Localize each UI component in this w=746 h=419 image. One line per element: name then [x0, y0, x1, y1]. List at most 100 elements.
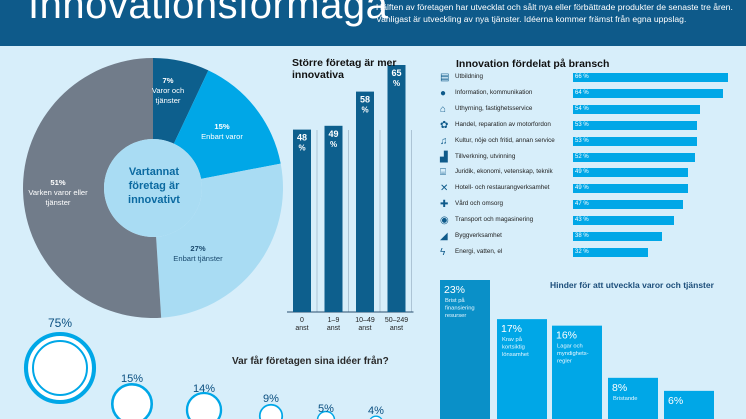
donut-slice-value: 7%: [162, 76, 174, 85]
industry-bar-value: 32 %: [575, 248, 589, 255]
size-bar-category: 50–249: [385, 317, 408, 324]
donut-slice-category: Enbart varor: [201, 132, 243, 141]
size-chart-title: Större företag är mer innovativa: [292, 57, 397, 81]
donut-slice-value: 27%: [190, 244, 206, 253]
obstacle-bar: [608, 377, 658, 419]
size-bar-value: 58: [360, 95, 370, 105]
industry-row: ϟ Energi, vatten, el 32 %: [440, 247, 740, 259]
lightning-icon: ϟ: [440, 246, 446, 258]
industry-row: ✚ Vård och omsorg 47 %: [440, 199, 740, 211]
obstacle-bar-label: Brist på: [445, 297, 465, 304]
donut-slice-category: Varken varor eller tjänster: [28, 188, 88, 207]
lightbulb-filament-icon: [32, 340, 88, 396]
industry-row: ✿ Handel, reparation av motorfordon 53 %: [440, 120, 740, 132]
industry-row: ⌸ Juridik, ekonomi, vetenskap, teknik 49 %: [440, 167, 740, 179]
industry-bar: 49 %: [573, 168, 689, 178]
globe-icon: ◉: [440, 215, 449, 227]
industry-label: Energi, vatten, el: [455, 247, 503, 255]
idea-source-value: 15%: [121, 373, 143, 385]
industry-row: ✕ Hotell- och restaurangverksamhet 49 %: [440, 183, 740, 195]
music-note-icon: ♫: [440, 135, 448, 147]
industry-bar-value: 47 %: [575, 201, 589, 208]
industry-bar: 52 %: [573, 152, 696, 162]
lightbulb-icon: [316, 410, 336, 419]
obstacles-chart-title: Hinder för att utveckla varor och tjänst…: [550, 280, 714, 290]
page-title: Innovationsförmåga: [28, 0, 389, 27]
industry-label: Byggverksamhet: [455, 232, 502, 239]
size-bar-category: 1–9: [328, 317, 340, 324]
industry-bar-value: 38 %: [575, 233, 589, 239]
donut-slice-category: Varor och tjänster: [151, 86, 185, 105]
obstacle-bar-value: 6%: [668, 395, 683, 407]
size-bar-unit: %: [361, 106, 368, 115]
industry-bar-value: 52 %: [575, 153, 589, 160]
idea-source-value: 9%: [263, 393, 279, 405]
industry-bar-value: 49 %: [575, 169, 589, 176]
header-banner: Innovationsförmåga Hälften av företagen …: [0, 0, 746, 46]
industry-label: Transport och magasinering: [455, 216, 534, 224]
size-bar-unit: %: [330, 140, 337, 149]
size-bar-category-unit: anst: [390, 325, 403, 332]
lightbulb-icon: [23, 331, 97, 405]
industry-label: Utbildning: [455, 73, 484, 80]
obstacle-bar-label: finansiering: [445, 306, 475, 312]
house-icon: ⌂: [440, 103, 447, 115]
donut-slice-label: 15% Enbart varor: [197, 122, 247, 142]
industry-row: ▤ Utbildning 66 %: [440, 72, 740, 84]
size-bar-category-unit: anst: [295, 325, 308, 332]
industry-label: Juridik, ekonomi, vetenskap, teknik: [455, 168, 553, 176]
gear-icon: ✿: [440, 119, 449, 131]
industry-bar-value: 53 %: [575, 121, 589, 128]
industry-bar: 53 %: [573, 136, 698, 146]
donut-slice-value: 15%: [214, 122, 230, 131]
industry-row: ▟ Tillverkning, utvinning 52 %: [440, 152, 740, 164]
donut-slice-value: 51%: [50, 178, 66, 187]
obstacle-bar-label: Lagar och: [557, 344, 583, 350]
trowel-icon: ◢: [440, 231, 448, 242]
industry-label: Information, kommunikation: [455, 88, 533, 96]
size-bar: [324, 125, 343, 312]
industry-row: ● Information, kommunikation 64 %: [440, 88, 740, 100]
lightbulb-icon: [185, 391, 223, 419]
industry-bar: 54 %: [573, 104, 700, 114]
obstacle-bar-label: regler: [557, 359, 572, 365]
industry-bar-value: 49 %: [575, 185, 589, 192]
cutlery-icon: ✕: [440, 183, 449, 195]
donut-center-title: Vartannat företag är innovativt: [128, 166, 180, 206]
industry-bar-value: 53 %: [575, 137, 589, 144]
obstacle-bar-label: resurser: [445, 313, 466, 319]
medical-cross-icon: ✚: [440, 199, 449, 211]
industry-bar: 66 %: [573, 73, 728, 82]
size-bar: [356, 91, 374, 312]
industry-bar-value: 64 %: [575, 89, 589, 96]
idea-source-value: 4%: [368, 405, 384, 417]
industry-bar: 43 %: [573, 216, 674, 226]
obstacle-bar-label: Krav på: [502, 336, 523, 343]
intro-text: Hälften av företagen har utvecklat och s…: [376, 2, 733, 24]
industry-bar: 32 %: [573, 247, 649, 257]
size-bar-value: 48: [297, 133, 307, 143]
speech-bubble-icon: ●: [440, 87, 447, 99]
columns-icon: ⌸: [440, 167, 446, 179]
industry-label: Uthyrning, fastighetsservice: [455, 104, 533, 112]
donut-slice-label: 27% Enbart tjänster: [168, 244, 228, 264]
ideas-chart-title: Var får företagen sina idéer från?: [232, 356, 389, 367]
industry-bar-value: 54 %: [575, 105, 589, 112]
size-bar: [387, 65, 406, 312]
industry-label: Tillverkning, utvinning: [455, 152, 516, 160]
size-bar-category: 0: [300, 317, 304, 324]
industry-chart-title: Innovation fördelat på bransch: [456, 58, 610, 70]
idea-source-value: 14%: [193, 383, 215, 395]
lightbulb-icon: [110, 382, 154, 419]
obstacle-bar-label: myndighets-: [557, 351, 589, 357]
industry-bar: 47 %: [573, 200, 684, 210]
industry-bar: 38 %: [573, 232, 663, 241]
size-bar: [293, 129, 311, 312]
size-bar-category: 10–49: [355, 317, 375, 324]
industry-row: ♫ Kultur, nöje och fritid, annan service 5…: [440, 136, 740, 148]
industry-label: Hotell- och restaurangverksamhet: [455, 184, 550, 192]
size-bar-value: 49: [328, 129, 338, 139]
obstacle-bar-value: 23%: [444, 284, 465, 296]
idea-source-value: 5%: [318, 403, 334, 415]
obstacle-bar: [497, 319, 547, 419]
